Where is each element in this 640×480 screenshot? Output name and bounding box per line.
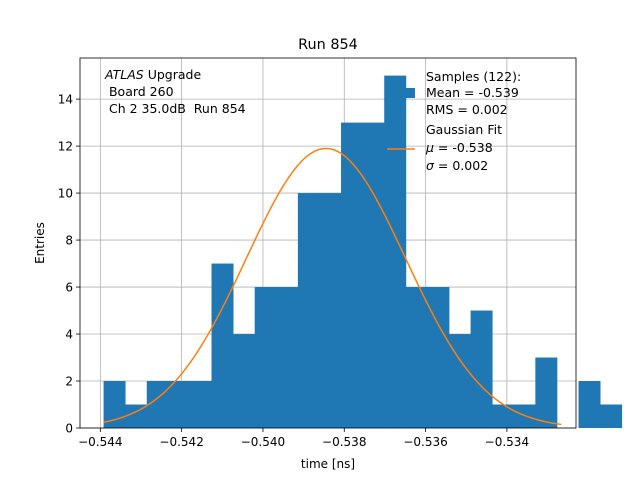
x-tick-label-3: −0.538	[322, 435, 366, 449]
y-tick-label-3: 6	[65, 281, 73, 295]
histogram-bar-5	[211, 263, 234, 428]
plot-frame	[79, 57, 577, 429]
histogram-bar-13	[384, 75, 407, 428]
histogram-bar-4	[189, 381, 212, 428]
y-axis-ticks: 0 2 4 6 8 10 12 14	[58, 93, 80, 436]
legend-fit-sigma: σ = 0.002	[426, 158, 488, 173]
y-tick-label-6: 12	[58, 140, 73, 154]
annotation-line-1: ATLAS Upgrade	[104, 67, 201, 82]
y-tick-label-5: 10	[58, 187, 73, 201]
histogram-bar-2	[146, 381, 169, 428]
histogram-bar-22	[578, 381, 601, 428]
x-tick-label-1: −0.542	[159, 435, 203, 449]
mu-symbol: μ	[425, 140, 434, 155]
y-tick-label-0: 0	[65, 422, 73, 436]
y-tick-label-4: 8	[65, 234, 73, 248]
histogram-bar-23	[600, 404, 623, 428]
histogram-bar-1	[125, 404, 148, 428]
chart-title: Run 854	[298, 37, 358, 53]
histogram-bar-0	[103, 381, 126, 428]
x-tick-label-0: −0.544	[78, 435, 122, 449]
atlas-label: ATLAS	[104, 67, 144, 82]
legend-samples-title: Samples (122):	[426, 69, 521, 84]
y-tick-label-1: 2	[65, 375, 73, 389]
histogram-bar-12	[362, 122, 385, 428]
x-axis-label: time [ns]	[301, 457, 355, 471]
y-tick-label-2: 4	[65, 328, 73, 342]
histogram-bar-17	[470, 310, 493, 428]
histogram-bar-8	[276, 287, 299, 428]
histogram-bar-6	[233, 334, 256, 428]
annotation-line-3: Ch 2 35.0dB Run 854	[105, 101, 246, 116]
histogram-bar-11	[341, 122, 364, 428]
gaussian-fit-curve	[103, 147, 562, 426]
histogram-bar-7	[254, 287, 277, 428]
histogram-bar-14	[405, 287, 428, 428]
x-tick-label-4: −0.536	[403, 435, 447, 449]
legend-fit-title: Gaussian Fit	[426, 122, 502, 137]
sigma-symbol: σ	[426, 158, 435, 173]
y-axis-label: Entries	[33, 222, 47, 264]
histogram-bar-15	[427, 287, 450, 428]
annotation-line-2: Board 260	[105, 84, 174, 99]
legend-fit-mu: μ = -0.538	[425, 140, 493, 155]
histogram-bar-9	[297, 193, 320, 428]
legend: Samples (122): Mean = -0.539 RMS = 0.002…	[387, 69, 521, 173]
histogram-bar-16	[448, 334, 471, 428]
y-tick-label-7: 14	[58, 93, 73, 107]
sigma-value: = 0.002	[434, 158, 488, 173]
x-tick-label-2: −0.540	[241, 435, 285, 449]
x-tick-label-5: −0.534	[485, 435, 529, 449]
histogram-bar-10	[319, 193, 342, 428]
histogram-bar-18	[492, 404, 515, 428]
histogram-bar-3	[168, 381, 191, 428]
histogram-bar-20	[535, 357, 558, 428]
x-axis-ticks: −0.544 −0.542 −0.540 −0.538 −0.536 −0.534	[78, 428, 529, 449]
run-annotation: ATLAS Upgrade Board 260 Ch 2 35.0dB Run …	[104, 67, 246, 116]
legend-samples-swatch	[387, 88, 415, 98]
legend-samples-mean: Mean = -0.539	[426, 85, 519, 100]
legend-samples-rms: RMS = 0.002	[426, 102, 508, 117]
upgrade-label: Upgrade	[144, 67, 202, 82]
histogram-bars	[103, 75, 623, 428]
mu-value: = -0.538	[434, 140, 493, 155]
